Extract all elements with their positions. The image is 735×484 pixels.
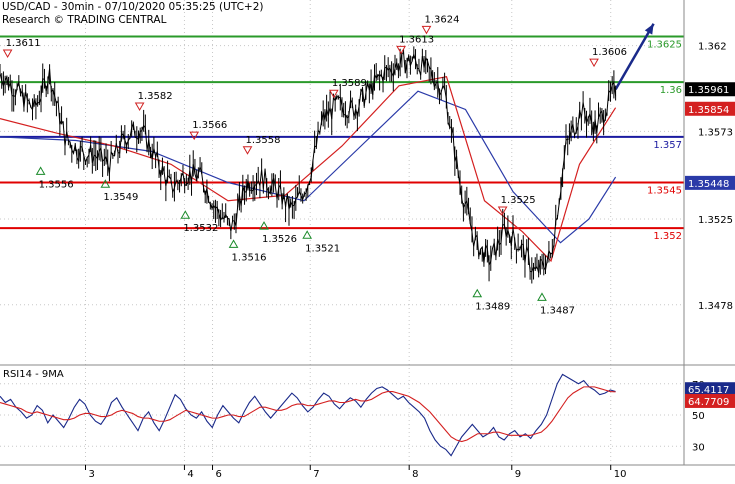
swing-high-marker [134, 102, 145, 111]
current-price-label: 1.35961 [688, 85, 729, 96]
swing-low-marker [472, 288, 483, 298]
swing-low-label: 1.3521 [305, 243, 340, 254]
level-label: 1.36 [660, 85, 682, 96]
swing-high-marker [497, 206, 508, 216]
rsi-value-box [685, 382, 735, 397]
slow-ma-value-box [685, 175, 735, 190]
price-tick-label: 1.362 [698, 42, 727, 53]
price-line [0, 51, 617, 274]
time-tick-label: 3 [89, 469, 95, 480]
swing-low-label: 1.3487 [540, 305, 575, 316]
time-tick-label: 10 [614, 469, 627, 480]
swing-high-marker [396, 45, 406, 55]
swing-low-label: 1.3489 [475, 302, 510, 313]
rsi-title: RSI14 - 9MA [3, 369, 64, 380]
time-tick-label: 9 [515, 469, 521, 480]
price-series [0, 46, 617, 284]
swing-high-marker [421, 25, 432, 35]
swing-high-marker [189, 131, 200, 141]
swing-low-marker [100, 179, 111, 188]
swing-low-label: 1.3526 [262, 234, 297, 245]
slow-ma-value-label: 1.35448 [688, 179, 729, 190]
swing-high-marker [2, 49, 13, 59]
swing-high-label: 1.3582 [138, 91, 173, 102]
rsi-ma-value-box [685, 393, 735, 408]
swing-high-label: 1.3611 [6, 38, 41, 49]
moving-averages [0, 23, 655, 263]
time-tick-label: 4 [187, 469, 193, 480]
swing-low-label: 1.3532 [183, 223, 218, 234]
time-tick-label: 8 [412, 469, 418, 480]
swing-low-marker [259, 221, 269, 230]
chart-title: USD/CAD - 30min - 07/10/2020 05:35:25 (U… [2, 1, 264, 13]
rsi-tick-label: 50 [692, 411, 705, 422]
fast-ma-value-label: 1.35854 [688, 105, 729, 116]
projection-arrowhead [644, 23, 654, 35]
swing-low-marker [302, 230, 313, 239]
swing-low-label: 1.3549 [103, 192, 138, 203]
swing-high-marker [242, 146, 253, 155]
fast-ma-value-box [685, 101, 735, 116]
level-label: 1.352 [653, 231, 682, 242]
projection-arrow [614, 23, 655, 91]
price-tick-label: 1.3525 [698, 215, 733, 226]
current-price-box [685, 82, 735, 97]
swing-low-marker [180, 210, 191, 219]
swing-markers: 1.3611 1.3556 1.3549 1.3582 1.3566 1.3532 1.35… [2, 14, 627, 316]
chart-subtitle: Research © TRADING CENTRAL [2, 14, 167, 26]
rsi-series-rsi [0, 373, 616, 457]
fast-moving-average [0, 75, 617, 263]
swing-low-marker [228, 239, 239, 248]
grid [0, 0, 684, 465]
swing-high-label: 1.3589 [332, 78, 367, 89]
time-tick-label: 6 [216, 469, 222, 480]
swing-low-label: 1.3556 [39, 179, 74, 190]
swing-low-label: 1.3516 [232, 252, 267, 263]
rsi-value-label: 65.4117 [688, 385, 729, 396]
rsi-tick-label: 30 [692, 442, 705, 453]
swing-high-marker [328, 89, 339, 99]
swing-high-label: 1.3613 [399, 34, 434, 45]
swing-high-marker [589, 58, 599, 68]
time-tick-label: 7 [313, 469, 319, 480]
slow-moving-average [0, 90, 617, 244]
swing-high-label: 1.3525 [501, 195, 536, 206]
level-label: 1.357 [653, 140, 682, 151]
swing-low-marker [35, 166, 46, 175]
price-tick-label: 1.3478 [698, 301, 733, 312]
swing-high-label: 1.3558 [246, 135, 281, 146]
rsi-ma-value-label: 64.7709 [688, 397, 729, 408]
swing-low-marker [537, 292, 547, 301]
rsi-series-ma [0, 386, 616, 443]
level-label: 1.3625 [647, 40, 682, 51]
level-label: 1.3545 [647, 186, 682, 197]
price-tick-label: 1.3573 [698, 127, 733, 138]
swing-high-label: 1.3606 [592, 47, 627, 58]
swing-high-label: 1.3566 [192, 120, 227, 131]
swing-high-label: 1.3624 [424, 14, 459, 25]
